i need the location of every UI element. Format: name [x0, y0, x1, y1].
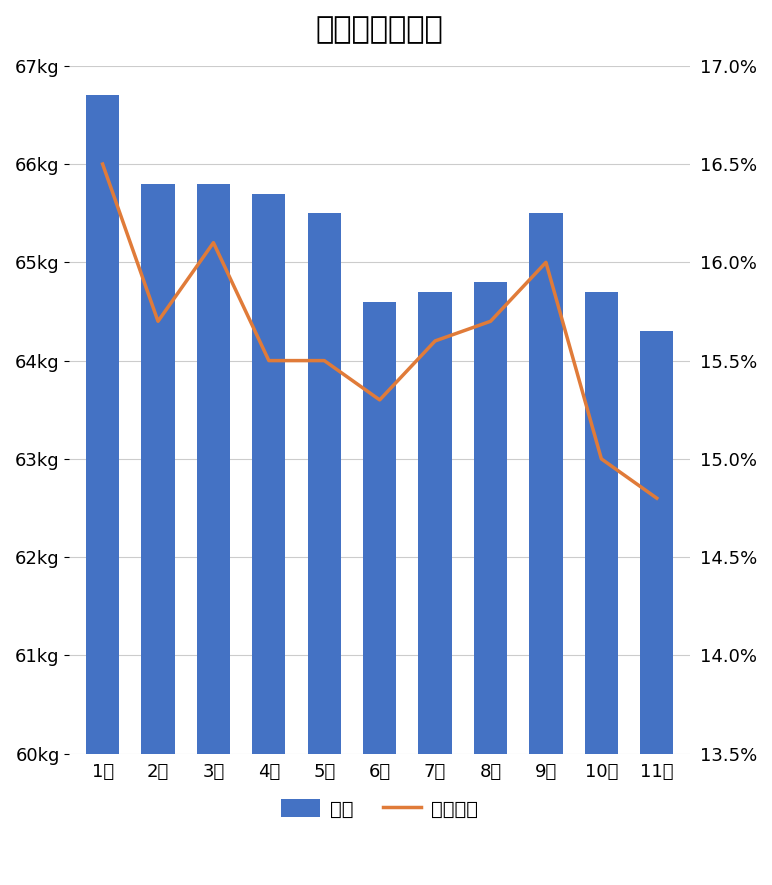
体脂肪率	[431, 335, 440, 346]
Bar	[197, 184, 230, 885]
Bar	[418, 292, 452, 885]
体脂肪率	[597, 454, 606, 465]
Bar	[363, 302, 396, 885]
Bar	[474, 282, 507, 885]
Legend: 体重, 体脂肪率: 体重, 体脂肪率	[273, 791, 486, 827]
体脂肪率	[652, 493, 662, 504]
体脂肪率	[541, 257, 550, 267]
Bar	[141, 184, 174, 885]
体脂肪率	[375, 395, 384, 405]
体脂肪率	[208, 237, 218, 248]
Bar	[530, 213, 563, 885]
Bar	[86, 96, 119, 885]
体脂肪率	[154, 316, 163, 327]
Title: 体重と体脂肪率: 体重と体脂肪率	[316, 15, 444, 44]
体脂肪率	[98, 158, 107, 169]
体脂肪率	[264, 355, 273, 366]
体脂肪率	[486, 316, 495, 327]
Bar	[640, 331, 673, 885]
Bar	[252, 194, 286, 885]
Bar	[584, 292, 618, 885]
Line: 体脂肪率: 体脂肪率	[103, 164, 657, 498]
体脂肪率	[320, 355, 329, 366]
Bar	[308, 213, 341, 885]
